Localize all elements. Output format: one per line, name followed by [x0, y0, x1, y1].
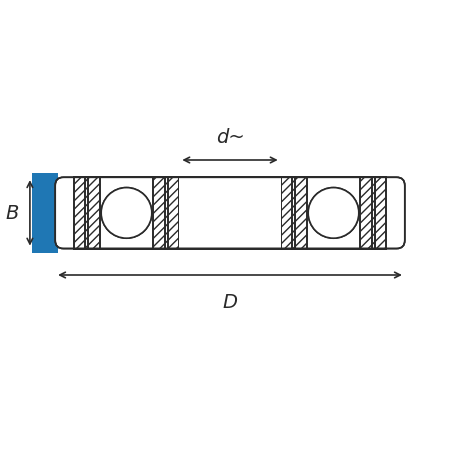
Bar	[371, 178, 386, 249]
Bar	[85, 178, 100, 249]
Circle shape	[101, 188, 151, 239]
Bar	[32, 173, 57, 253]
Bar	[291, 178, 306, 249]
Bar	[359, 178, 374, 249]
Bar	[164, 178, 179, 249]
Bar	[85, 178, 100, 249]
Bar	[73, 178, 88, 249]
Bar	[164, 178, 179, 249]
Bar	[73, 178, 88, 249]
Bar	[153, 178, 168, 249]
Text: B: B	[5, 204, 18, 223]
Bar	[73, 178, 179, 249]
Bar	[164, 178, 179, 249]
Bar	[280, 178, 386, 249]
Bar	[371, 178, 386, 249]
Bar	[179, 178, 280, 249]
Bar	[359, 178, 374, 249]
Bar	[280, 178, 295, 249]
Bar	[291, 178, 306, 249]
Circle shape	[308, 188, 358, 239]
Text: D: D	[222, 293, 237, 312]
Bar	[371, 178, 386, 249]
Bar	[359, 178, 374, 249]
Bar	[280, 178, 295, 249]
Bar	[280, 178, 295, 249]
Bar	[153, 178, 168, 249]
Bar	[73, 178, 88, 249]
Circle shape	[101, 188, 151, 239]
Bar	[291, 178, 306, 249]
Circle shape	[308, 188, 358, 239]
Bar	[291, 178, 306, 249]
Bar	[371, 178, 386, 249]
Bar	[73, 178, 179, 249]
Bar	[153, 178, 168, 249]
Bar	[280, 178, 386, 249]
Text: d~: d~	[215, 128, 244, 147]
FancyBboxPatch shape	[56, 178, 403, 249]
Bar	[85, 178, 100, 249]
Bar	[359, 178, 374, 249]
Bar	[280, 178, 295, 249]
Bar	[153, 178, 168, 249]
Bar	[73, 178, 88, 249]
Bar	[164, 178, 179, 249]
Bar	[85, 178, 100, 249]
Bar	[179, 178, 280, 249]
